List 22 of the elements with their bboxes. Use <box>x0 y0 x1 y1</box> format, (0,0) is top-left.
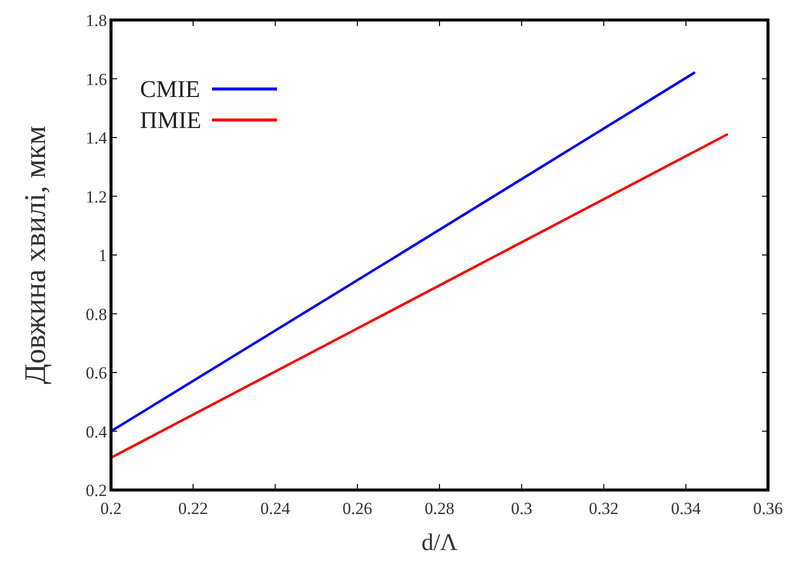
x-tick-label: 0.34 <box>671 499 702 518</box>
y-axis-title: Довжина хвилі, мкм <box>19 126 52 384</box>
x-tick-label: 0.36 <box>753 499 783 518</box>
y-tick-label: 0.2 <box>86 481 107 500</box>
x-tick-label: 0.24 <box>260 499 291 518</box>
y-tick-label: 1.4 <box>86 128 108 148</box>
legend-label: ПМІЕ <box>140 108 202 134</box>
y-tick-label: 0.6 <box>86 364 107 382</box>
y-tick-label: 0.4 <box>86 422 108 442</box>
y-tick-label: 1.2 <box>86 187 107 206</box>
y-tick-label: 0.8 <box>86 304 107 324</box>
x-tick-label: 0.22 <box>178 499 208 518</box>
x-tick-label: 0.26 <box>342 499 372 518</box>
x-tick-label: 0.32 <box>588 499 619 518</box>
x-tick-label: 0.3 <box>511 499 532 518</box>
x-axis-title: d/Λ <box>421 530 458 556</box>
y-tick-label: 1.8 <box>86 11 107 30</box>
y-tick-label: 1.6 <box>86 70 107 89</box>
x-tick-label: 0.2 <box>100 499 122 518</box>
y-tick-label: 1 <box>98 246 107 265</box>
x-tick-label: 0.28 <box>424 499 454 518</box>
legend-label: СМІЕ <box>140 77 200 103</box>
